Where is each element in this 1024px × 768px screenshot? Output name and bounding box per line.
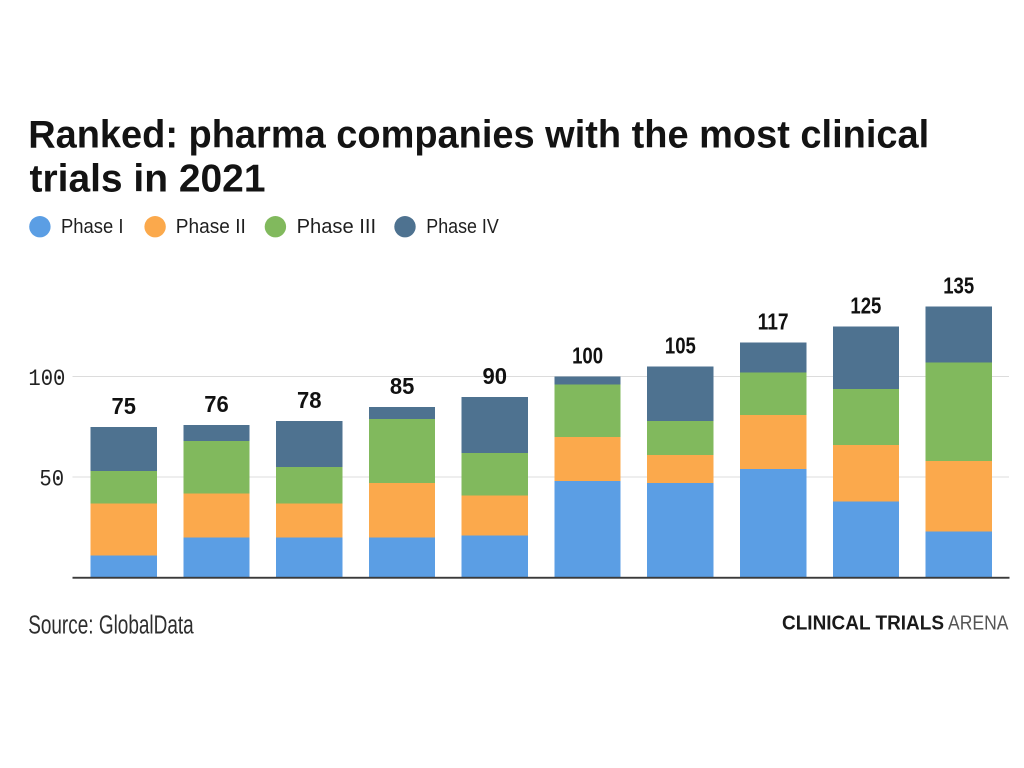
svg-text:Phase IV: Phase IV — [426, 215, 499, 238]
svg-text:78: 78 — [297, 387, 322, 413]
svg-text:105: 105 — [665, 333, 696, 359]
svg-text:90: 90 — [483, 363, 508, 389]
svg-text:trials in 2021: trials in 2021 — [30, 158, 266, 201]
svg-text:Phase I: Phase I — [61, 215, 124, 238]
svg-text:76: 76 — [204, 391, 229, 417]
svg-text:135: 135 — [943, 272, 974, 298]
svg-text:Phase III: Phase III — [297, 215, 377, 238]
svg-text:ARENA: ARENA — [948, 613, 1009, 635]
svg-text:CLINICAL TRIALS: CLINICAL TRIALS — [782, 613, 944, 635]
svg-text:50: 50 — [39, 467, 64, 493]
svg-text:Phase II: Phase II — [176, 215, 246, 238]
svg-text:125: 125 — [850, 293, 881, 319]
svg-text:85: 85 — [390, 373, 415, 399]
svg-text:75: 75 — [112, 393, 137, 419]
svg-text:100: 100 — [572, 343, 603, 369]
svg-text:Ranked: pharma companies with: Ranked: pharma companies with the most c… — [28, 114, 929, 157]
svg-text:117: 117 — [758, 309, 789, 335]
svg-text:Source: GlobalData: Source: GlobalData — [28, 612, 194, 640]
